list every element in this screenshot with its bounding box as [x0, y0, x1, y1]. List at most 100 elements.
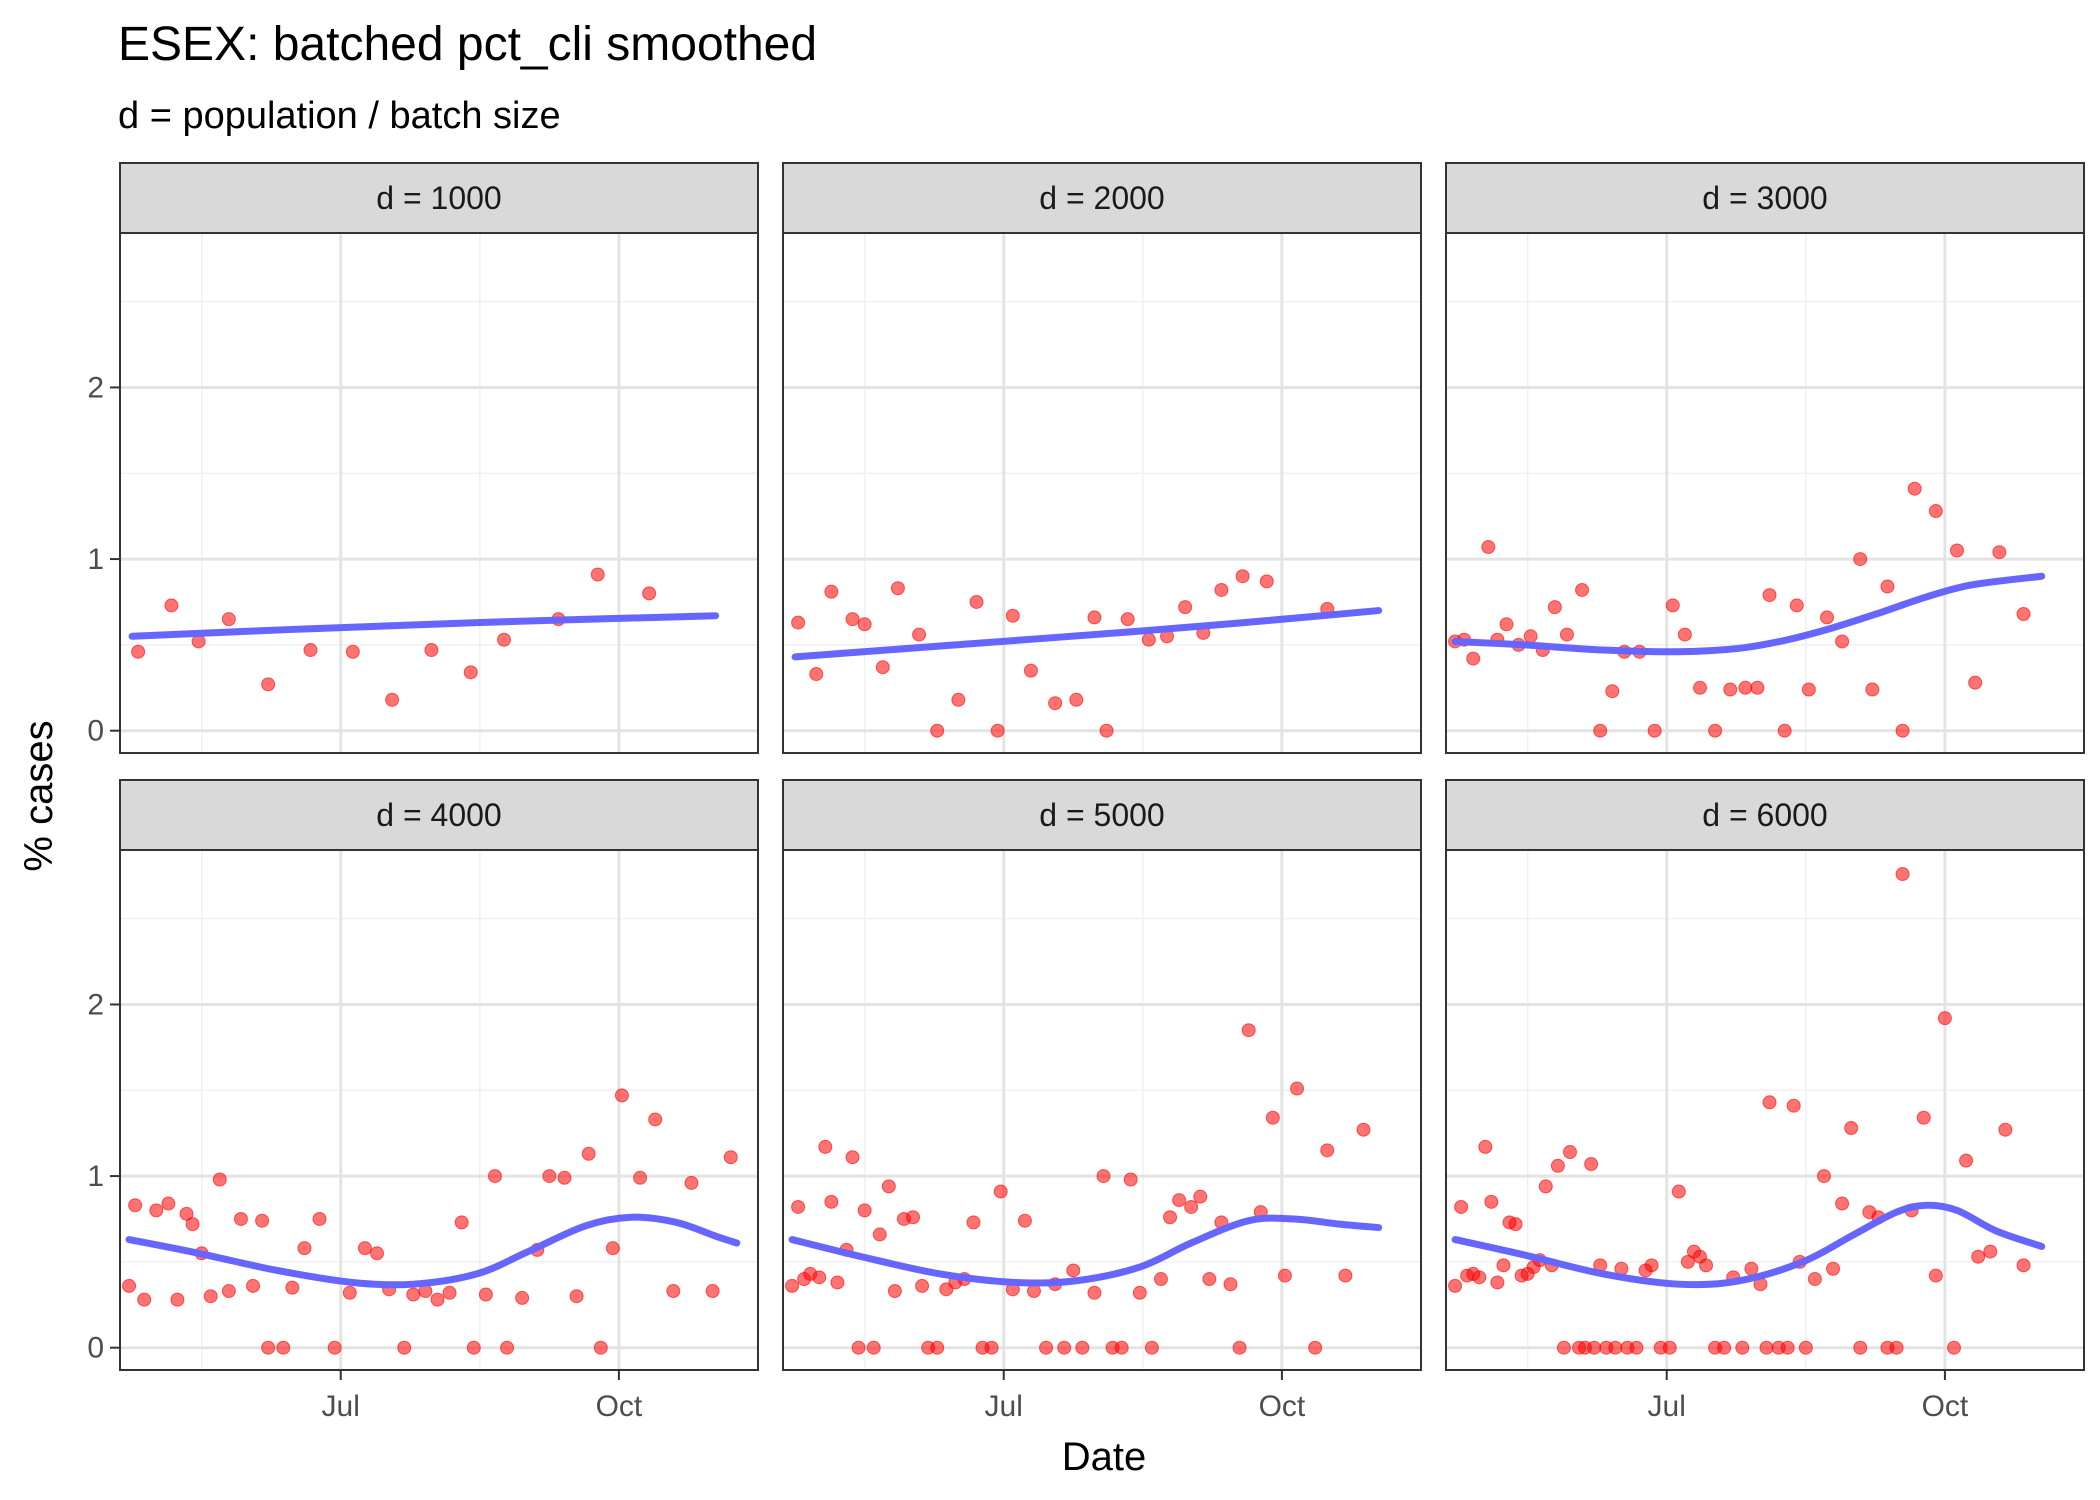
facet-panel: d = 5000 Jul Oct — [782, 779, 1422, 1423]
data-point — [1075, 1340, 1090, 1355]
data-point — [557, 1170, 572, 1185]
y-tick-label: 1 — [87, 543, 104, 576]
data-point — [818, 1139, 833, 1154]
data-point — [1677, 627, 1692, 642]
data-point — [857, 1203, 872, 1218]
data-point — [1644, 1258, 1659, 1273]
data-point — [614, 1088, 629, 1103]
data-point — [1819, 610, 1834, 625]
data-point — [542, 1169, 557, 1184]
data-point — [1971, 1249, 1986, 1264]
data-point — [1807, 1272, 1822, 1287]
panel-border — [119, 232, 759, 754]
chart-subtitle: d = population / batch size — [118, 95, 561, 137]
data-point — [569, 1289, 584, 1304]
x-tick-label: Jul — [322, 1390, 360, 1423]
data-point — [824, 1194, 839, 1209]
data-point — [1762, 1095, 1777, 1110]
data-point — [1496, 1258, 1511, 1273]
data-point — [791, 1199, 806, 1214]
data-point — [1556, 1340, 1571, 1355]
data-point — [1738, 680, 1753, 695]
data-point — [1895, 723, 1910, 738]
data-point — [666, 1284, 681, 1299]
data-point — [1490, 1275, 1505, 1290]
data-point — [1023, 663, 1038, 678]
data-point — [830, 1275, 845, 1290]
data-point — [872, 1227, 887, 1242]
x-tick-label: Jul — [1648, 1390, 1686, 1423]
data-point — [276, 1340, 291, 1355]
data-point — [1744, 1261, 1759, 1276]
data-point — [1992, 545, 2007, 560]
data-point — [385, 692, 400, 707]
data-point — [1844, 1121, 1859, 1136]
data-point — [1232, 1340, 1247, 1355]
data-point — [881, 1179, 896, 1194]
data-point — [370, 1246, 385, 1261]
data-point — [1454, 1199, 1469, 1214]
data-point — [633, 1170, 648, 1185]
data-point — [791, 615, 806, 630]
data-point — [1928, 1268, 1943, 1283]
data-point — [857, 617, 872, 632]
data-point — [1144, 1340, 1159, 1355]
data-point — [1184, 1199, 1199, 1214]
data-point — [212, 1172, 227, 1187]
smooth-line — [128, 612, 720, 640]
data-point — [1968, 675, 1983, 690]
data-point — [1853, 1340, 1868, 1355]
data-point — [203, 1289, 218, 1304]
data-point — [430, 1292, 445, 1307]
data-point — [990, 723, 1005, 738]
facet-strip-label: d = 2000 — [1039, 180, 1164, 216]
data-point — [1789, 598, 1804, 613]
data-point — [648, 1112, 663, 1127]
data-point — [179, 1206, 194, 1221]
facet-strip — [1445, 162, 2085, 234]
data-point — [261, 1340, 276, 1355]
data-point — [1202, 1272, 1217, 1287]
smooth-line — [1451, 1201, 2046, 1289]
facet-panel: d = 4000 0 1 2 Jul Oct — [87, 779, 759, 1423]
data-point — [285, 1280, 300, 1295]
data-point — [1057, 1340, 1072, 1355]
data-point — [1895, 867, 1910, 882]
data-point — [1750, 680, 1765, 695]
data-point — [1584, 1157, 1599, 1172]
smooth-line — [788, 1214, 1383, 1287]
data-point — [1928, 504, 1943, 519]
smooth-line — [791, 607, 1383, 661]
data-point — [255, 1213, 270, 1228]
data-point — [1629, 1340, 1644, 1355]
data-point — [185, 1217, 200, 1232]
panel-background — [1446, 233, 2084, 753]
data-point — [1593, 723, 1608, 738]
data-point — [342, 1285, 357, 1300]
data-point — [1587, 1340, 1602, 1355]
facet-strip — [1445, 779, 2085, 851]
data-point — [605, 1241, 620, 1256]
data-point — [1835, 634, 1850, 649]
data-point — [1647, 723, 1662, 738]
data-point — [951, 692, 966, 707]
x-tick-label: Oct — [1922, 1390, 1969, 1423]
data-point — [887, 1284, 902, 1299]
panel-background — [783, 850, 1421, 1370]
y-tick-label: 0 — [87, 1332, 104, 1365]
data-point — [128, 1198, 143, 1213]
data-point — [1671, 1184, 1686, 1199]
data-point — [890, 581, 905, 596]
data-point — [1735, 1340, 1750, 1355]
data-point — [1163, 1210, 1178, 1225]
data-point — [312, 1211, 327, 1226]
data-point — [1946, 1340, 1961, 1355]
data-point — [684, 1175, 699, 1190]
data-point — [912, 627, 927, 642]
y-tick-label: 2 — [87, 371, 104, 404]
y-axis-title: % cases — [17, 720, 61, 871]
data-point — [993, 1184, 1008, 1199]
data-point — [1290, 1081, 1305, 1096]
data-point — [1777, 723, 1792, 738]
facet-strip-label: d = 3000 — [1702, 180, 1827, 216]
